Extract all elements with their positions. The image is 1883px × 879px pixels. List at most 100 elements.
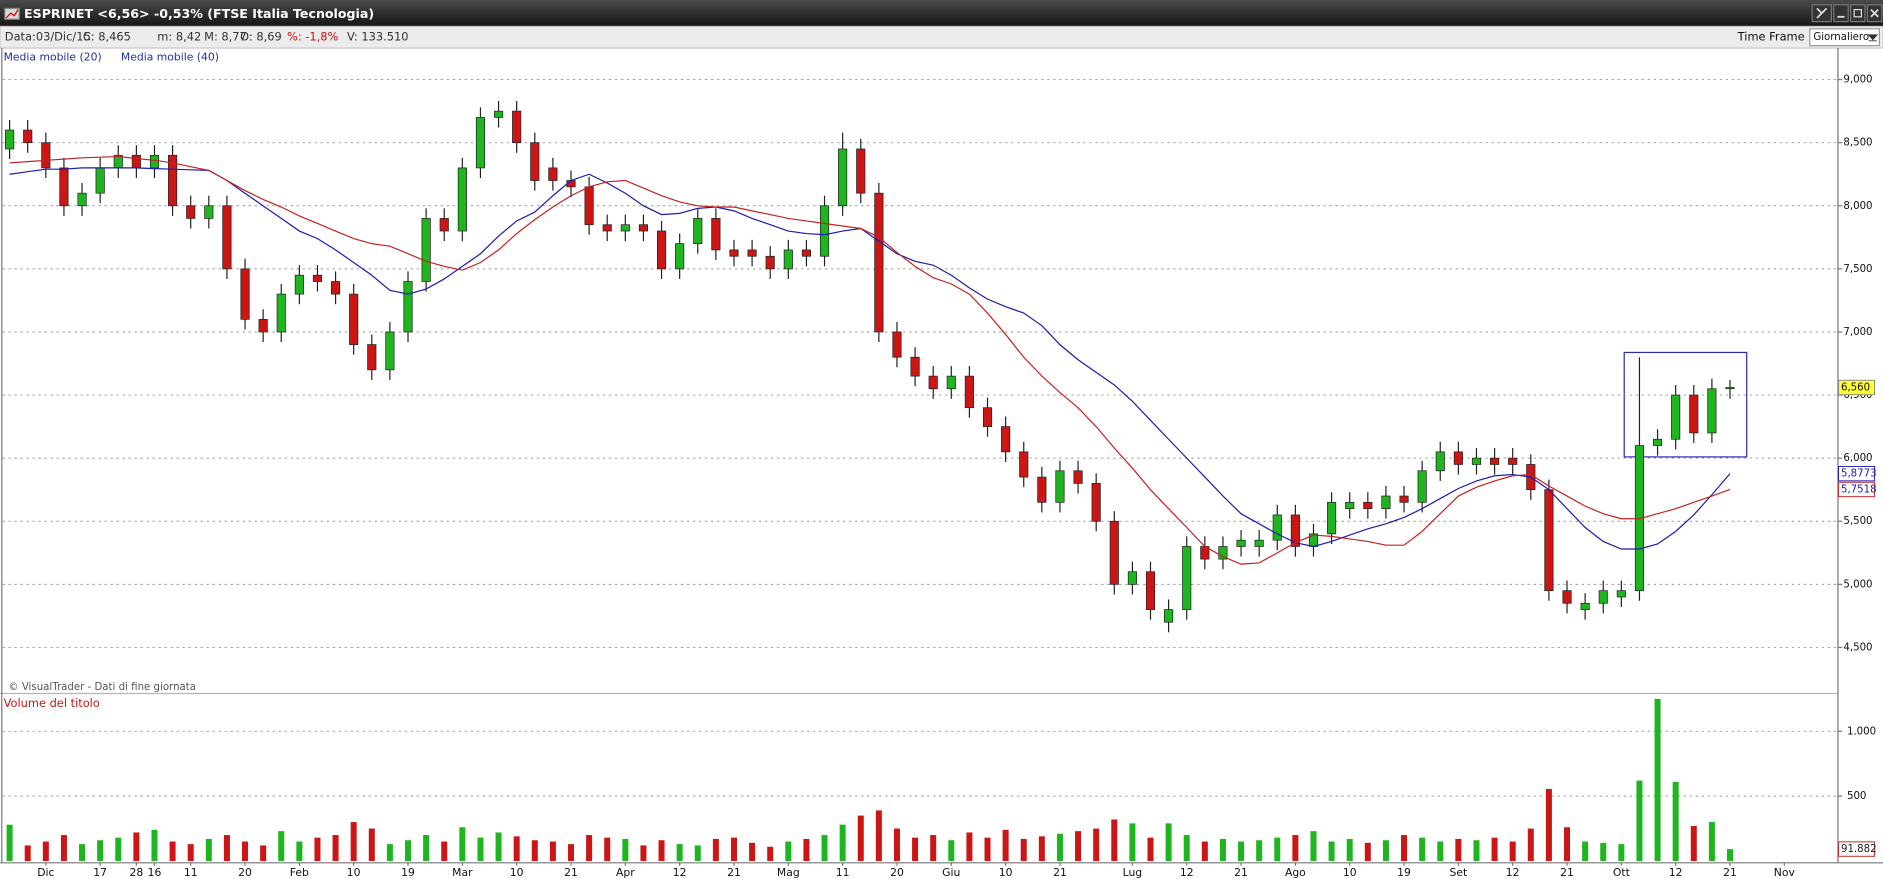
legend-entry: Media mobile (20) <box>4 51 102 64</box>
maximize-button[interactable] <box>1849 4 1866 23</box>
y-tick-label: 7,500 <box>1843 264 1872 275</box>
volume-bar <box>223 835 230 861</box>
volume-bar <box>1219 838 1226 861</box>
candle-body <box>1580 602 1590 610</box>
candle-body <box>131 154 141 169</box>
candle-body <box>186 205 196 219</box>
candle-body <box>1073 470 1083 484</box>
volume-bar <box>24 845 31 861</box>
window-buttons[interactable] <box>1811 4 1883 23</box>
x-tick-label: Lug <box>1123 866 1143 879</box>
y-tick-label: 500 <box>1847 791 1866 802</box>
y-tick-label: 1.000 <box>1847 726 1876 737</box>
volume-bar <box>1582 841 1589 861</box>
candle-body <box>475 117 486 169</box>
candle-body <box>331 281 341 295</box>
candle-body <box>1164 609 1174 623</box>
x-tick-label: 11 <box>184 866 198 879</box>
candle-body <box>1671 394 1681 440</box>
volume-bar <box>459 827 466 861</box>
candle-body <box>1327 501 1337 535</box>
candle-body <box>1290 514 1300 547</box>
candle-body <box>602 224 612 232</box>
legend-entry: Media mobile (40) <box>121 51 219 64</box>
volume-bar <box>785 841 792 861</box>
value-marker-label: 5,7518 <box>1841 484 1877 495</box>
value-marker-box <box>1838 379 1876 396</box>
volume-bar <box>875 810 882 861</box>
volume-bar <box>966 832 973 861</box>
y-tick-label: 6,000 <box>1843 453 1872 464</box>
info-item: O: 8,69 <box>240 30 282 44</box>
volume-bar <box>1636 780 1643 861</box>
volume-bar <box>531 840 538 861</box>
volume-bar <box>386 844 393 861</box>
volume-bar <box>694 845 701 861</box>
x-tick-label: Dic <box>37 866 54 879</box>
volume-bar <box>513 836 520 861</box>
app-icon-line <box>5 9 19 19</box>
candle-body <box>276 293 286 333</box>
candle-body <box>765 255 775 270</box>
y-tick-label: 8,500 <box>1843 138 1872 149</box>
candle-body <box>1091 483 1101 522</box>
volume-bar <box>242 841 249 861</box>
candle-body <box>1490 457 1500 465</box>
volume-bar <box>604 837 611 861</box>
x-tick-label: 17 <box>93 866 107 879</box>
candle-body <box>1453 451 1463 465</box>
volume-bar <box>549 841 556 861</box>
volume-bar <box>1238 841 1245 861</box>
candle-body <box>783 249 793 270</box>
time-frame-select[interactable] <box>1809 28 1880 47</box>
moving-average-line <box>9 167 1731 550</box>
x-tick-label: 10 <box>1343 866 1357 879</box>
volume-title: Volume del titolo <box>4 696 100 710</box>
time-frame-label: Time Frame <box>1737 30 1805 44</box>
info-item: m: 8,42 <box>157 30 201 44</box>
volume-bar <box>1672 781 1679 861</box>
volume-bar <box>60 835 67 861</box>
volume-bar <box>314 837 321 861</box>
x-tick-label: Ago <box>1285 866 1306 879</box>
candle-body <box>294 274 304 295</box>
candle-body <box>801 249 811 257</box>
candle-body <box>711 218 721 251</box>
volume-bar <box>423 835 430 861</box>
candle-body <box>168 154 178 207</box>
x-tick-label: 21 <box>1234 866 1248 879</box>
volume-bar <box>1183 835 1190 861</box>
volume-bar <box>567 844 575 861</box>
candle-body <box>367 344 377 371</box>
volume-bar <box>1473 840 1480 861</box>
candle-body <box>729 249 739 257</box>
candle-body <box>1544 489 1554 592</box>
minimize-button[interactable] <box>1833 4 1849 23</box>
volume-bar <box>984 837 991 861</box>
volume-bar <box>260 845 267 861</box>
candle-body <box>240 268 250 320</box>
window-title: ESPRINET <6,56> -0,53% (FTSE Italia Tecn… <box>24 6 374 21</box>
candle-body <box>1345 501 1355 509</box>
candle-body <box>838 148 848 207</box>
volume-bar <box>676 844 683 861</box>
candle-body <box>258 318 268 333</box>
volume-bar <box>1437 841 1444 861</box>
volume-bar <box>169 841 176 861</box>
volume-bar <box>350 822 357 861</box>
volume-bar <box>857 815 864 861</box>
candle-body <box>95 167 105 194</box>
moving-average-line <box>9 155 1731 565</box>
x-tick-label: Giu <box>942 866 960 879</box>
candle-body <box>403 281 413 333</box>
info-items: Data:03/Dic/15C: 8,465 m: 8,42 M: 8,77O: 8… <box>5 30 409 44</box>
volume-bar <box>1310 831 1317 861</box>
candle-body <box>1471 457 1482 465</box>
y-tick-label: 5,000 <box>1843 579 1872 590</box>
y-tick-label: 9,000 <box>1843 75 1872 86</box>
candle-body <box>1381 495 1391 509</box>
tool-icon <box>1816 7 1828 19</box>
volume-bar <box>1038 836 1045 861</box>
volume-bar <box>368 828 375 861</box>
